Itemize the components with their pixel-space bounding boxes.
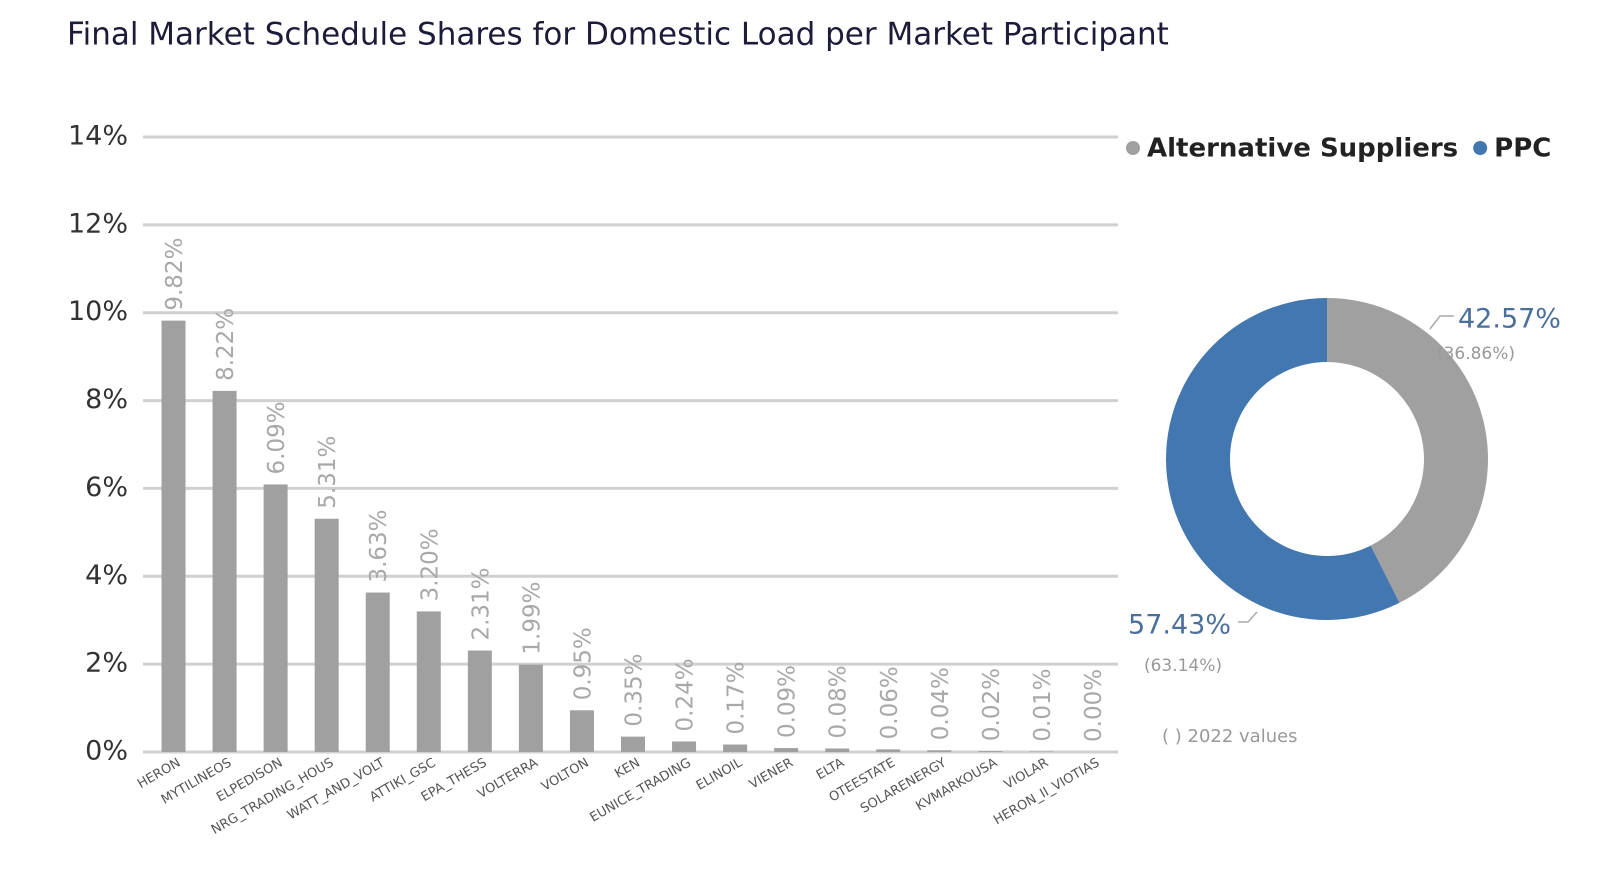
y-tick-label: 2% (85, 648, 128, 679)
bar (212, 390, 237, 752)
value-label: 5.31% (315, 436, 341, 509)
chart-title: Final Market Schedule Shares for Domesti… (67, 17, 1169, 53)
y-tick-label: 4% (85, 560, 128, 591)
value-label: 9.82% (162, 238, 188, 311)
x-tick-label: ELTA (814, 755, 847, 783)
bar (263, 484, 288, 752)
y-tick-label: 12% (68, 208, 128, 239)
value-label: 0.24% (673, 658, 699, 731)
bar (927, 750, 952, 752)
legend-marker (1126, 141, 1140, 155)
value-label: 2.31% (468, 567, 494, 640)
bar (723, 744, 748, 752)
y-tick-label: 6% (85, 472, 128, 503)
x-tick-label: VIENER (747, 756, 796, 793)
bar (876, 749, 901, 752)
value-label: 0.17% (724, 661, 750, 734)
value-label: 0.09% (775, 665, 801, 738)
value-label: 0.35% (622, 654, 648, 727)
bar (774, 748, 799, 752)
value-label: 0.02% (979, 668, 1005, 741)
leader-line (1238, 611, 1258, 623)
previous-value-label: (36.86%) (1437, 344, 1515, 364)
x-tick-label: KEN (612, 756, 642, 782)
value-label: 3.63% (366, 509, 392, 582)
value-label: 42.57% (1458, 304, 1561, 335)
bar (621, 736, 645, 752)
bar (978, 751, 1003, 752)
donut-slice (1166, 298, 1400, 621)
value-label: 0.95% (570, 627, 596, 700)
bar (365, 592, 390, 752)
bar (467, 650, 492, 752)
donut-slice (1327, 298, 1489, 603)
bar (161, 320, 186, 752)
legend-marker (1473, 141, 1488, 155)
bar (569, 710, 594, 752)
x-tick-label: SOLARENERGY (858, 755, 949, 816)
value-label: 3.20% (417, 528, 443, 601)
x-tick-label: VOLTON (539, 756, 592, 795)
y-tick-label: 8% (85, 384, 128, 415)
legend-label: Alternative Suppliers (1147, 134, 1458, 164)
y-tick-label: 14% (68, 121, 128, 152)
value-label: 8.22% (213, 308, 239, 381)
value-label: 0.06% (877, 666, 903, 739)
bar (518, 664, 543, 752)
value-label: 57.43% (1128, 610, 1231, 641)
bar (314, 518, 339, 752)
value-label: 0.08% (826, 665, 852, 738)
legend-label: PPC (1494, 134, 1551, 164)
value-label: 0.01% (1030, 668, 1056, 741)
value-label: 6.09% (264, 401, 290, 474)
previous-value-label: (63.14%) (1144, 656, 1222, 676)
bar (416, 611, 441, 752)
bar (672, 741, 697, 752)
note: ( ) 2022 values (1162, 726, 1298, 747)
y-tick-label: 0% (85, 736, 128, 767)
bar (825, 748, 850, 752)
value-label: 0.00% (1081, 669, 1107, 742)
x-tick-label: ELINOIL (694, 755, 746, 794)
y-tick-label: 10% (68, 296, 128, 327)
value-label: 1.99% (519, 582, 545, 655)
leader-line (1429, 315, 1454, 330)
value-label: 0.04% (928, 667, 954, 740)
